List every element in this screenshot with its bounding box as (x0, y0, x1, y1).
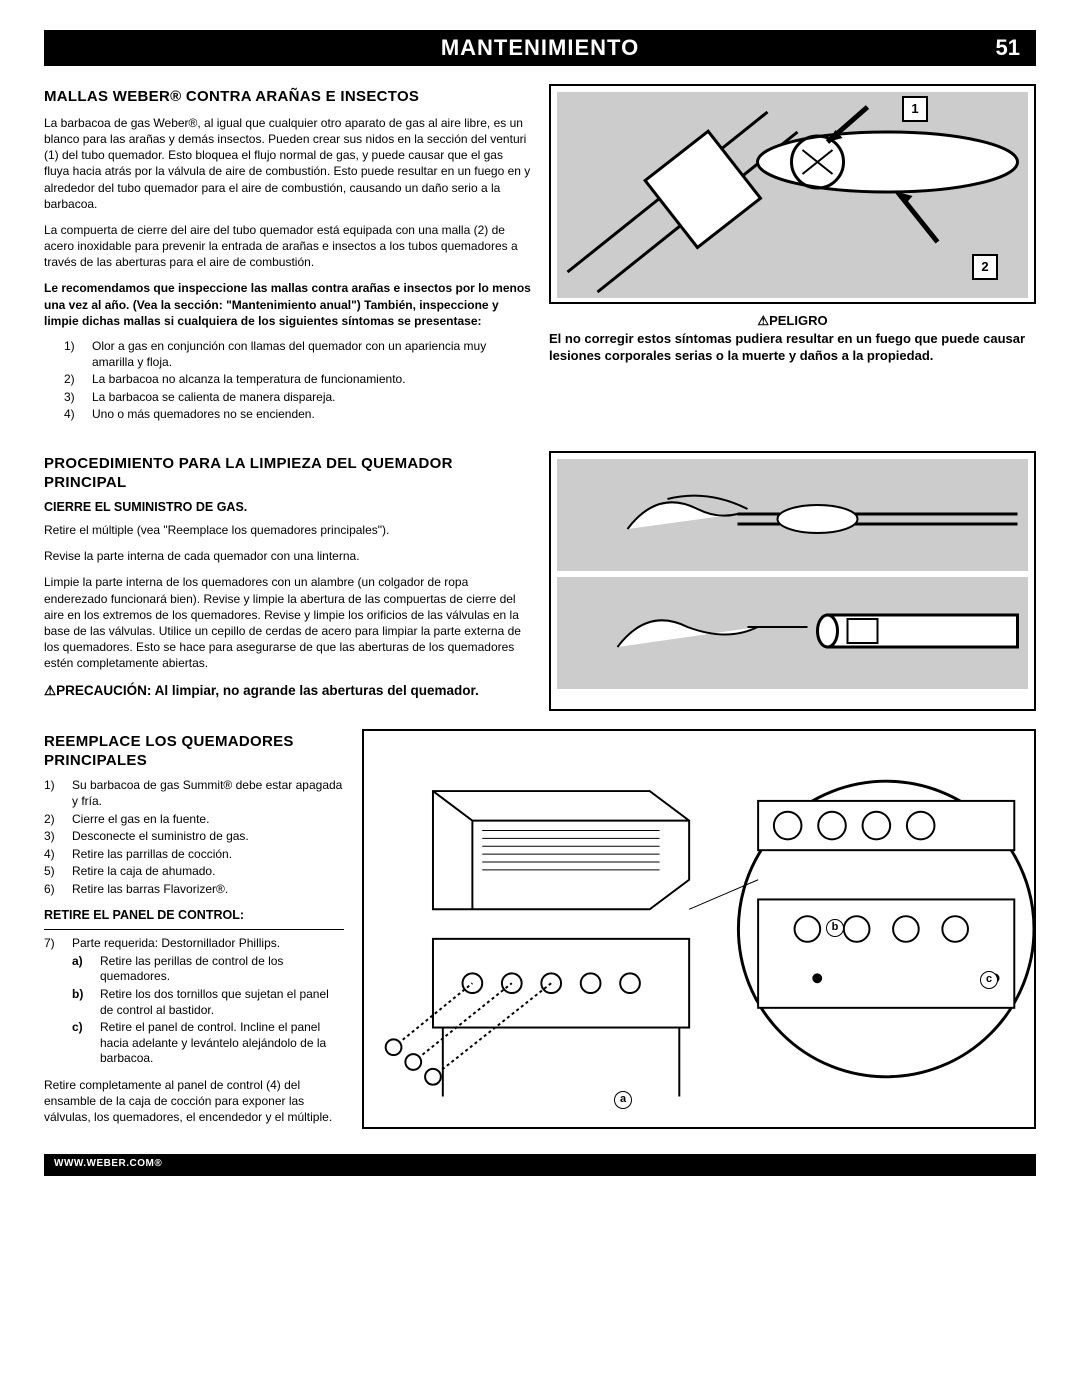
divider (44, 929, 344, 930)
sec2-sub: CIERRE EL SUMINISTRO DE GAS. (44, 500, 531, 516)
sec1-list: 1)Olor a gas en conjunción con llamas de… (44, 339, 531, 423)
list-item: 4)Uno o más quemadores no se encienden. (64, 407, 531, 423)
section-3-text: REEMPLACE LOS QUEMADORES PRINCIPALES 1)S… (44, 729, 344, 1136)
list-item: 4)Retire las parrillas de cocción. (44, 847, 344, 863)
figure-2 (549, 451, 1036, 711)
page-footer: WWW.WEBER.COM® (44, 1154, 1036, 1176)
figure-1: 1 2 (549, 84, 1036, 304)
list-item: 1)Olor a gas en conjunción con llamas de… (64, 339, 531, 370)
sec3-sub: RETIRE EL PANEL DE CONTROL: (44, 908, 344, 924)
figure-1-svg (557, 92, 1028, 298)
list-item: 5)Retire la caja de ahumado. (44, 864, 344, 880)
figure-2b-svg (557, 577, 1028, 689)
sec3-sublist: a)Retire las perillas de control de los … (72, 954, 344, 1067)
danger-block: PELIGRO El no corregir estos síntomas pu… (549, 312, 1036, 365)
figure-3: a b c (362, 729, 1036, 1129)
figure-3-svg (364, 731, 1034, 1127)
section-1-heading: MALLAS WEBER® CONTRA ARAÑAS E INSECTOS (44, 88, 531, 107)
sec2-p2: Revise la parte interna de cada quemador… (44, 548, 531, 564)
callout-1: 1 (902, 96, 928, 122)
list-item: 6)Retire las barras Flavorizer®. (44, 882, 344, 898)
list-item: 3)Desconecte el suministro de gas. (44, 829, 344, 845)
section-3: REEMPLACE LOS QUEMADORES PRINCIPALES 1)S… (44, 729, 1036, 1136)
sec1-p1: La barbacoa de gas Weber®, al igual que … (44, 115, 531, 212)
page-header: MANTENIMIENTO 51 (44, 30, 1036, 66)
sec3-list-2: 7)Parte requerida: Destornillador Philli… (44, 936, 344, 1067)
section-2: PROCEDIMIENTO PARA LA LIMPIEZA DEL QUEMA… (44, 451, 1036, 711)
header-title: MANTENIMIENTO (441, 34, 639, 62)
callout-2: 2 (972, 254, 998, 280)
list-item: b)Retire los dos tornillos que sujetan e… (72, 987, 344, 1018)
section-1-figure-col: 1 2 PELIGRO El no corregir estos síntoma… (549, 84, 1036, 433)
section-3-heading: REEMPLACE LOS QUEMADORES PRINCIPALES (44, 733, 344, 771)
caution-text: PRECAUCIÓN: Al limpiar, no agrande las a… (44, 682, 531, 700)
sec1-p2: La compuerta de cierre del aire del tubo… (44, 222, 531, 271)
list-item: c)Retire el panel de control. Incline el… (72, 1020, 344, 1067)
sec2-p3: Limpie la parte interna de los quemadore… (44, 574, 531, 671)
section-1-text: MALLAS WEBER® CONTRA ARAÑAS E INSECTOS L… (44, 84, 531, 433)
callout-b: b (826, 919, 844, 937)
section-1: MALLAS WEBER® CONTRA ARAÑAS E INSECTOS L… (44, 84, 1036, 433)
sec2-p1: Retire el múltiple (vea "Reemplace los q… (44, 522, 531, 538)
list-item: a)Retire las perillas de control de los … (72, 954, 344, 985)
sec1-p3: Le recomendamos que inspeccione las mall… (44, 280, 531, 329)
sec3-p-end: Retire completamente al panel de control… (44, 1077, 344, 1126)
section-2-figure-col (549, 451, 1036, 711)
callout-a: a (614, 1091, 632, 1109)
list-item: 1)Su barbacoa de gas Summit® debe estar … (44, 778, 344, 809)
sec3-list: 1)Su barbacoa de gas Summit® debe estar … (44, 778, 344, 897)
figure-2a-svg (557, 459, 1028, 571)
section-3-figure-col: a b c (362, 729, 1036, 1136)
callout-c: c (980, 971, 998, 989)
list-item: 2)Cierre el gas en la fuente. (44, 812, 344, 828)
danger-text: El no corregir estos síntomas pudiera re… (549, 330, 1036, 365)
section-2-text: PROCEDIMIENTO PARA LA LIMPIEZA DEL QUEMA… (44, 451, 531, 711)
danger-label: PELIGRO (549, 312, 1036, 330)
page-number: 51 (996, 34, 1020, 62)
section-2-heading: PROCEDIMIENTO PARA LA LIMPIEZA DEL QUEMA… (44, 455, 531, 493)
list-item: 3)La barbacoa se calienta de manera disp… (64, 390, 531, 406)
list-item: 7)Parte requerida: Destornillador Philli… (44, 936, 344, 1067)
list-item: 2)La barbacoa no alcanza la temperatura … (64, 372, 531, 388)
footer-url: WWW.WEBER.COM® (54, 1158, 162, 1171)
